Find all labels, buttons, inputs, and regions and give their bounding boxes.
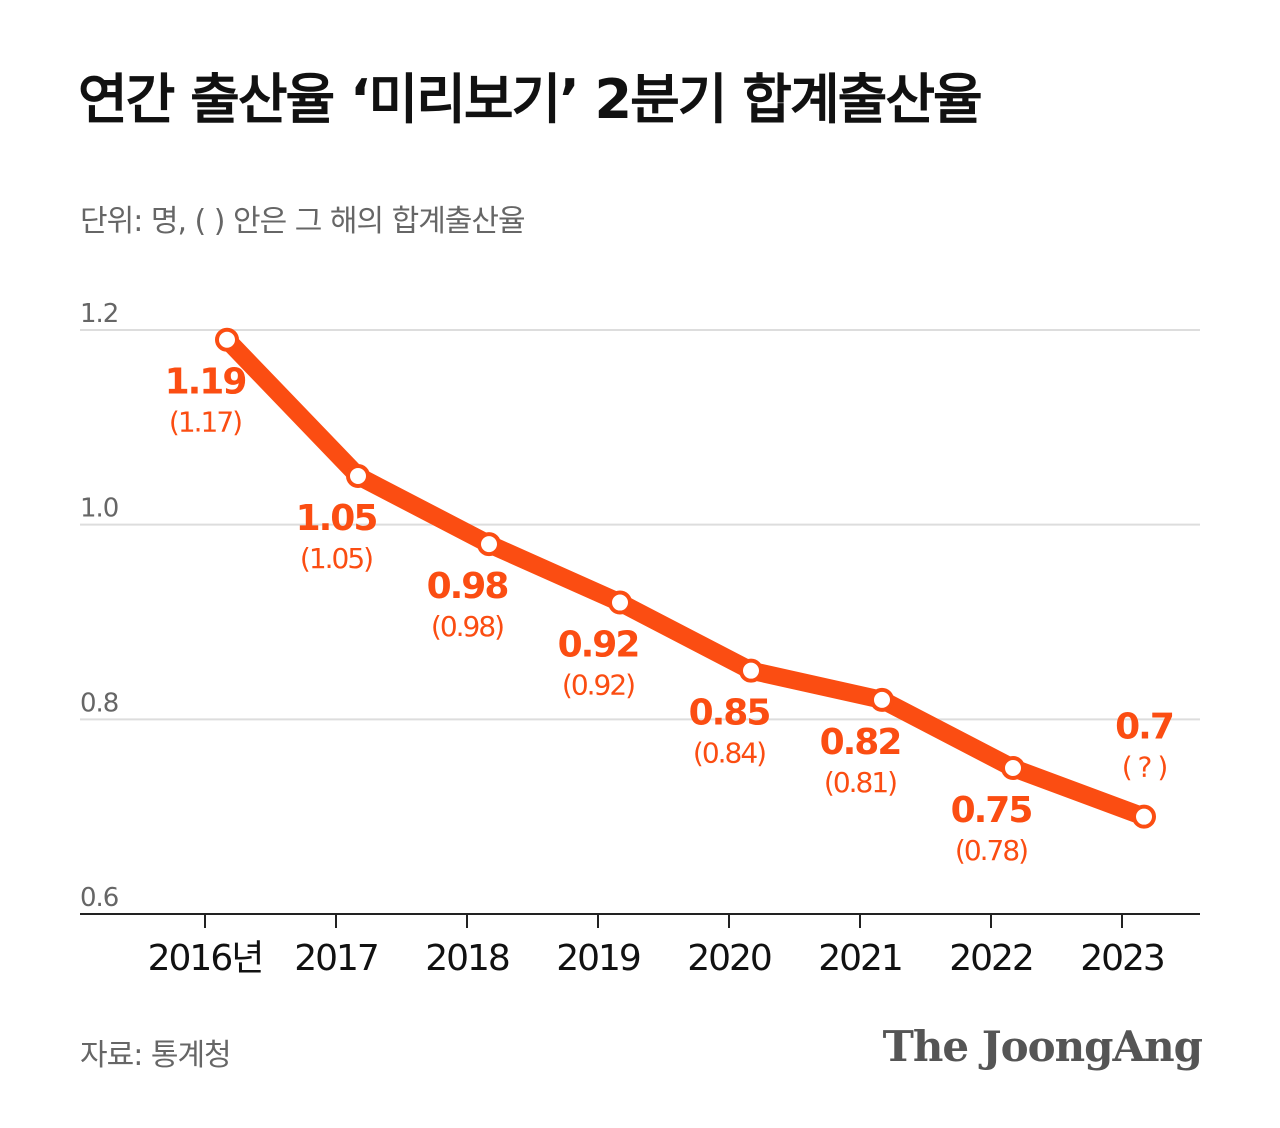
chart-title: 연간 출산율 ‘미리보기’ 2분기 합계출산율 <box>78 68 983 131</box>
data-label: 1.05 <box>296 498 377 539</box>
data-sublabel: (1.05) <box>300 542 372 575</box>
data-label: 0.85 <box>689 693 770 734</box>
y-tick-label: 1.0 <box>80 494 118 524</box>
brand-logo: The JoongAng <box>882 1022 1203 1071</box>
data-sublabel: (0.84) <box>693 737 765 770</box>
chart-subtitle: 단위: 명, ( ) 안은 그 해의 합계출산율 <box>80 204 526 239</box>
data-point <box>477 532 501 557</box>
x-tick-label: 2018 <box>425 938 509 979</box>
data-point <box>215 327 239 352</box>
data-label: 0.82 <box>820 722 901 763</box>
x-tick-label: 2016년 <box>148 938 263 979</box>
data-sublabel: (0.78) <box>955 834 1027 867</box>
data-sublabel: (1.17) <box>169 406 241 439</box>
source-note: 자료: 통계청 <box>80 1038 232 1073</box>
data-point <box>1001 756 1025 780</box>
line-chart: 0.6 0.8 1.0 1.2 2016년 2017 2018 2019 2020 2021 202… <box>80 299 1200 979</box>
x-tick-label: 2020 <box>687 938 771 979</box>
data-point <box>1132 804 1156 829</box>
series-line <box>218 330 1153 826</box>
data-label: 0.92 <box>558 625 639 666</box>
data-sublabel: (0.98) <box>431 610 503 643</box>
y-tick-label: 0.8 <box>80 688 118 718</box>
data-sublabel: (0.92) <box>562 669 634 702</box>
x-tick-label: 2017 <box>294 938 378 979</box>
y-tick-label: 1.2 <box>80 299 118 329</box>
data-point <box>608 590 632 615</box>
x-tick-label: 2023 <box>1080 938 1164 979</box>
data-point <box>346 464 370 488</box>
x-tick-label: 2022 <box>949 938 1033 979</box>
data-sublabel: (0.81) <box>824 766 896 799</box>
x-tick-label: 2019 <box>556 938 640 979</box>
x-tick-label: 2021 <box>818 938 902 979</box>
data-point <box>739 658 763 683</box>
y-tick-label: 0.6 <box>80 883 118 913</box>
data-label: 0.7 <box>1115 707 1173 748</box>
data-sublabel: ( ? ) <box>1122 751 1167 784</box>
data-label: 0.98 <box>427 566 508 607</box>
data-label: 1.19 <box>165 362 246 403</box>
data-point <box>870 687 894 712</box>
data-label: 0.75 <box>951 790 1032 831</box>
